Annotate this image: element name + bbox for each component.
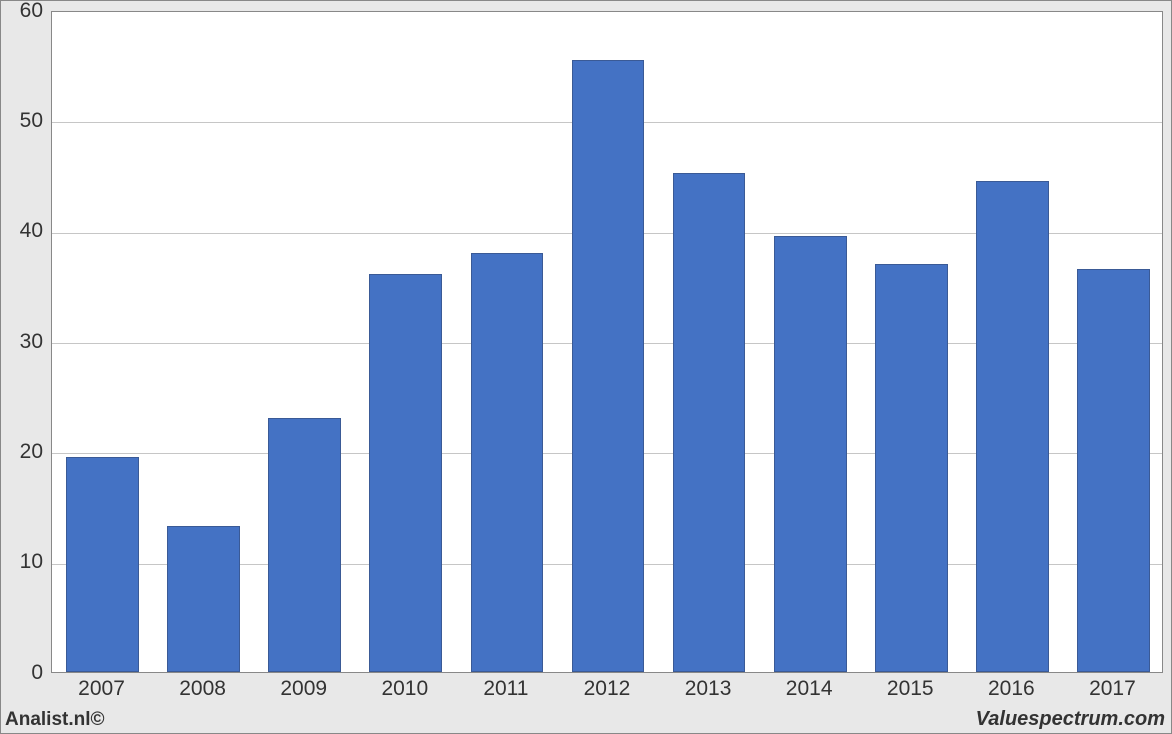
bar bbox=[369, 274, 442, 672]
y-tick-label: 20 bbox=[1, 440, 43, 464]
x-tick-label: 2013 bbox=[658, 677, 759, 701]
bar bbox=[167, 526, 240, 672]
x-tick-label: 2016 bbox=[961, 677, 1062, 701]
plot-area bbox=[51, 11, 1163, 673]
chart-container: 0102030405060 20072008200920102011201220… bbox=[0, 0, 1172, 734]
x-tick-label: 2017 bbox=[1062, 677, 1163, 701]
x-tick-label: 2009 bbox=[253, 677, 354, 701]
x-tick-label: 2014 bbox=[759, 677, 860, 701]
y-tick-label: 30 bbox=[1, 330, 43, 354]
x-tick-label: 2010 bbox=[354, 677, 455, 701]
x-tick-label: 2015 bbox=[860, 677, 961, 701]
y-tick-label: 0 bbox=[1, 661, 43, 685]
bar bbox=[976, 181, 1049, 672]
x-tick-label: 2012 bbox=[556, 677, 657, 701]
y-tick-label: 60 bbox=[1, 0, 43, 23]
footer-right-label: Valuespectrum.com bbox=[976, 708, 1165, 731]
bar bbox=[673, 173, 746, 672]
x-tick-label: 2011 bbox=[455, 677, 556, 701]
y-tick-label: 10 bbox=[1, 550, 43, 574]
bar bbox=[66, 457, 139, 672]
bar bbox=[774, 236, 847, 672]
x-tick-label: 2007 bbox=[51, 677, 152, 701]
footer-left-label: Analist.nl© bbox=[5, 709, 105, 731]
bar bbox=[875, 264, 948, 672]
bar bbox=[268, 418, 341, 672]
bar bbox=[572, 60, 645, 672]
x-tick-label: 2008 bbox=[152, 677, 253, 701]
y-tick-label: 40 bbox=[1, 219, 43, 243]
y-tick-label: 50 bbox=[1, 109, 43, 133]
bar bbox=[1077, 269, 1150, 672]
bar bbox=[471, 253, 544, 672]
